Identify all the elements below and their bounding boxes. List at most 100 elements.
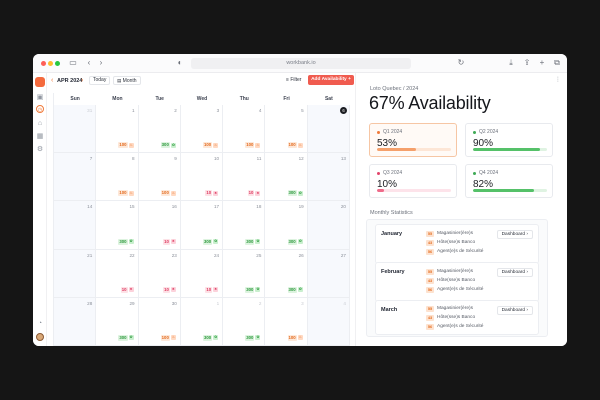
new-tab-icon[interactable]: + [539, 58, 545, 67]
prev-month-icon[interactable]: ‹ [51, 77, 54, 84]
calendar-day-cell[interactable]: 10 10 ♣ [180, 153, 224, 202]
gear-icon[interactable]: ⚙ [36, 146, 44, 153]
address-bar[interactable]: workbank.io [191, 58, 411, 69]
calendar-day-cell[interactable]: 14 [54, 201, 97, 250]
home-icon[interactable]: ⌂ [37, 120, 43, 127]
download-icon[interactable]: ⤓ [509, 58, 513, 67]
quarter-label: Q3 2024 [377, 170, 402, 176]
sidebar-toggle-icon[interactable]: ▭ [69, 58, 77, 67]
calendar-day-cell[interactable]: 8 100 ♨ [96, 153, 139, 202]
availability-chip[interactable]: 100 ♨ [287, 334, 303, 341]
calendar-day-cell[interactable]: 2 300 ✿ [138, 105, 181, 154]
availability-chip[interactable]: 100 ♨ [118, 190, 134, 197]
day-number: 9 [174, 156, 177, 162]
calendar-day-cell[interactable]: 28 [54, 297, 97, 346]
calendar-day-cell[interactable]: 23 10 ♣ [138, 249, 181, 298]
calendar-day-cell[interactable]: 17 300 ✿ [180, 201, 224, 250]
calendar-day-cell[interactable]: 13 [307, 153, 350, 202]
forward-icon[interactable]: › [99, 58, 103, 67]
calendar-day-cell[interactable]: 16 10 ♣ [138, 201, 181, 250]
calendar-day-cell[interactable]: 21 [54, 249, 97, 298]
add-availability-button[interactable]: Add Availability + [308, 75, 354, 85]
calendar-day-cell[interactable]: 15 300 ✿ [96, 201, 139, 250]
minimize-window-button[interactable] [48, 61, 53, 66]
availability-chip[interactable]: 10 ♣ [163, 286, 176, 293]
availability-chip[interactable]: 100 ♨ [160, 190, 176, 197]
calendar-day-cell[interactable]: 31 [54, 105, 97, 154]
calendar-day-cell[interactable]: 27 [307, 249, 350, 298]
calendar-day-cell[interactable]: 29 300 ✿ [96, 297, 139, 346]
availability-chip[interactable]: 100 ♨ [118, 142, 134, 149]
availability-chip[interactable]: 300 ✿ [202, 238, 219, 245]
availability-chip[interactable]: 300 ✿ [245, 286, 261, 293]
availability-chip[interactable]: 300 ✿ [245, 334, 261, 341]
month-name: February [381, 269, 405, 275]
quarter-card-q2[interactable]: Q2 2024 90% [465, 123, 553, 157]
calendar-day-cell[interactable]: 6 [307, 105, 350, 154]
reload-icon[interactable]: ↻ [457, 58, 465, 67]
weekday-header: Tue [155, 96, 164, 102]
chip-value: 100 [118, 190, 128, 197]
next-month-icon[interactable]: › [81, 77, 84, 84]
grid-icon[interactable]: ▦ [36, 133, 44, 140]
video-icon[interactable]: ▣ [36, 94, 44, 101]
bell-icon[interactable]: ◔ [37, 320, 43, 327]
calendar-day-cell[interactable]: 9 100 ♨ [138, 153, 181, 202]
availability-chip[interactable]: 10 ♣ [205, 190, 219, 197]
availability-chip[interactable]: 10 ♣ [120, 286, 134, 293]
calendar-day-cell[interactable]: 3 100 ♨ [265, 297, 308, 346]
availability-chip[interactable]: 100 ♨ [287, 142, 303, 149]
calendar-day-cell[interactable]: 19 300 ✿ [265, 201, 308, 250]
month-row-january: January Dashboard › 55 Magasinier(ère)s 4… [375, 224, 539, 264]
availability-chip[interactable]: 10 ♣ [247, 190, 261, 197]
calendar-day-cell[interactable]: 1 100 ♨ [96, 105, 139, 154]
quarter-card-q3[interactable]: Q3 2024 10% [369, 164, 457, 198]
availability-chip[interactable]: 300 ✿ [160, 142, 176, 149]
availability-chip[interactable]: 100 ♨ [245, 142, 261, 149]
calendar-day-cell[interactable]: 3 100 ♨ [180, 105, 224, 154]
close-window-button[interactable] [41, 61, 46, 66]
calendar-day-cell[interactable]: 24 10 ♣ [180, 249, 224, 298]
availability-chip[interactable]: 100 ♨ [160, 334, 176, 341]
tabs-overview-icon[interactable]: ⧉ [554, 58, 560, 67]
dashboard-button[interactable]: Dashboard › [496, 230, 533, 239]
calendar-day-cell[interactable]: 11 10 ♣ [223, 153, 266, 202]
calendar-day-cell[interactable]: 22 10 ♣ [96, 249, 139, 298]
calendar-day-cell[interactable]: 7 [54, 153, 97, 202]
availability-chip[interactable]: 300 ✿ [118, 238, 134, 245]
calendar-day-cell[interactable]: 4 100 ♨ [223, 105, 266, 154]
availability-chip[interactable]: 300 ✿ [287, 286, 303, 293]
calendar-day-cell[interactable]: 12 300 ✿ [265, 153, 308, 202]
dashboard-button[interactable]: Dashboard › [496, 306, 533, 315]
avatar[interactable] [36, 333, 44, 341]
calendar-day-cell[interactable]: 25 300 ✿ [223, 249, 266, 298]
month-view-select[interactable]: ▤ Month [113, 76, 141, 85]
availability-chip[interactable]: 300 ✿ [245, 238, 261, 245]
availability-chip[interactable]: 10 ♣ [205, 286, 219, 293]
calendar-day-cell[interactable]: 20 [307, 201, 350, 250]
calendar-day-cell[interactable]: 26 300 ✿ [265, 249, 308, 298]
quarter-card-q1[interactable]: Q1 2024 53% [369, 123, 457, 157]
calendar-day-cell[interactable]: 18 300 ✿ [223, 201, 266, 250]
calendar-day-cell[interactable]: 2 300 ✿ [223, 297, 266, 346]
share-icon[interactable]: ⇪ [523, 58, 531, 67]
calendar-day-cell[interactable]: 30 100 ♨ [138, 297, 181, 346]
dashboard-button[interactable]: Dashboard › [496, 268, 533, 277]
availability-chip[interactable]: 300 ✿ [118, 334, 134, 341]
clock-icon[interactable]: ◷ [36, 105, 44, 113]
availability-chip[interactable]: 100 ♨ [202, 142, 219, 149]
calendar-day-cell[interactable]: 1 300 ✿ [180, 297, 224, 346]
shield-icon[interactable]: ◐ [177, 58, 183, 67]
maximize-window-button[interactable] [55, 61, 60, 66]
filter-button[interactable]: ≡ Filter [286, 77, 301, 83]
back-icon[interactable]: ‹ [87, 58, 91, 67]
availability-chip[interactable]: 10 ♣ [163, 238, 176, 245]
availability-chip[interactable]: 300 ✿ [287, 238, 303, 245]
availability-chip[interactable]: 300 ✿ [202, 334, 219, 341]
quarter-card-q4[interactable]: Q4 2024 82% [465, 164, 553, 198]
today-button[interactable]: Today [89, 76, 111, 85]
calendar-day-cell[interactable]: 5 100 ♨ [265, 105, 308, 154]
more-options-icon[interactable]: ⋮ [555, 77, 561, 83]
availability-chip[interactable]: 300 ✿ [287, 190, 303, 197]
calendar-day-cell[interactable]: 4 [307, 297, 350, 346]
